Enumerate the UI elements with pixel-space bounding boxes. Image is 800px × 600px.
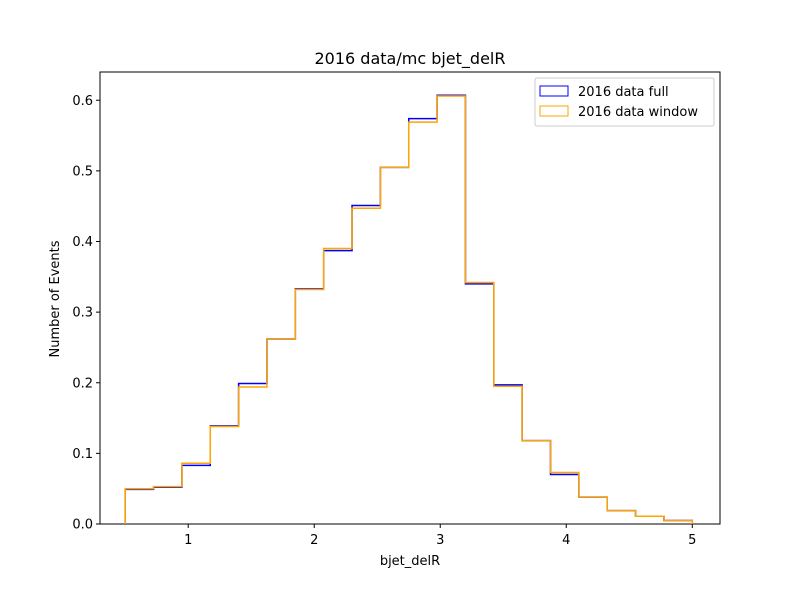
legend-swatch-full bbox=[539, 85, 569, 97]
legend: 2016 data full 2016 data window bbox=[534, 77, 715, 127]
x-axis-label: bjet_delR bbox=[380, 554, 440, 569]
legend-label-full: 2016 data full bbox=[578, 85, 669, 100]
y-tick-label: 0.6 bbox=[72, 94, 93, 109]
x-tick-label: 5 bbox=[688, 533, 696, 548]
x-tick-label: 3 bbox=[436, 533, 444, 548]
x-tick-label: 4 bbox=[562, 533, 570, 548]
legend-swatch-window bbox=[539, 105, 569, 117]
y-tick-label: 0.1 bbox=[72, 447, 93, 462]
y-tick-label: 0.2 bbox=[72, 376, 93, 391]
x-tick-label: 1 bbox=[184, 533, 192, 548]
y-tick-label: 0.4 bbox=[72, 235, 93, 250]
y-tick-label: 0.5 bbox=[72, 164, 93, 179]
series-line-1 bbox=[124, 95, 694, 524]
legend-label-window: 2016 data window bbox=[578, 105, 698, 120]
x-tick-label: 2 bbox=[310, 533, 318, 548]
x-axis: 1 2 3 4 5 bbox=[184, 524, 696, 548]
plot-area bbox=[99, 71, 721, 525]
series-layer bbox=[124, 94, 694, 524]
y-axis: 0.0 0.1 0.2 0.3 0.4 0.5 0.6 bbox=[72, 94, 100, 533]
legend-box bbox=[534, 77, 715, 127]
y-axis-label: Number of Events bbox=[48, 240, 63, 357]
chart-title: 2016 data/mc bjet_delR bbox=[315, 49, 506, 69]
y-tick-label: 0.3 bbox=[72, 306, 93, 321]
y-tick-label: 0.0 bbox=[72, 518, 93, 533]
